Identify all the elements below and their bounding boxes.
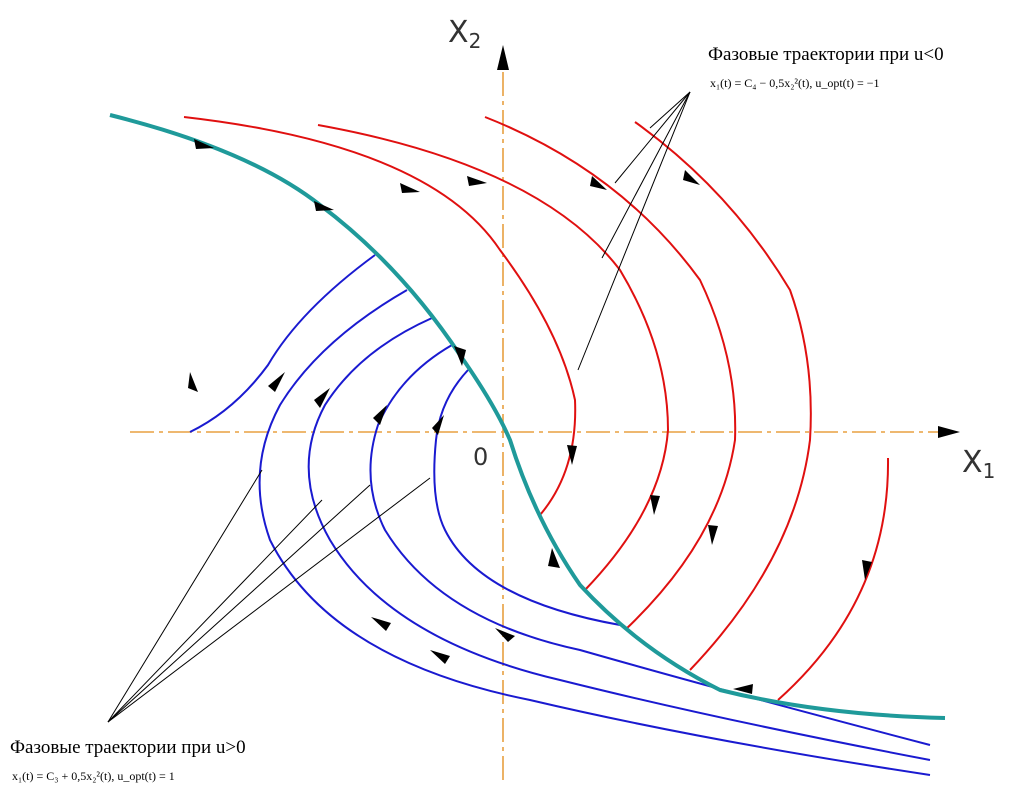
leader-line [107,499,323,723]
arrow-marker [371,617,391,631]
arrow-marker [430,650,450,664]
x1-axis-arrow [938,426,960,438]
blue-trajectory-1 [189,254,376,433]
arrow-marker [733,684,753,694]
arrow-marker [650,495,660,515]
leaders-negative [577,91,691,371]
arrow-marker [862,560,872,580]
blue-trajectory-5 [433,369,621,626]
blue-trajectory-3 [307,317,931,761]
arrow-marker [432,415,444,435]
blue-trajectory-2 [258,289,931,776]
arrow-marker [454,346,466,366]
red-trajectory-2 [317,124,670,591]
x2-axis-label: X2 [448,15,481,53]
red-trajectory-3 [484,116,737,631]
arrow-marker [467,176,487,186]
leader-line [601,91,691,259]
arrow-marker [567,445,577,465]
trajectory-arrows [188,139,872,694]
arrow-marker [400,183,420,193]
arrow-marker [194,139,214,149]
origin-label: 0 [473,443,488,471]
negative-trajectories-title: Фазовые траектории при u<0 [708,44,944,65]
positive-trajectories-formula: x₁(t) = C₃ + 0,5x₂²(t), u_opt(t) = 1 [12,769,175,783]
x2-axis-arrow [497,45,509,70]
arrow-marker [495,628,515,642]
red-trajectory-5 [777,457,890,701]
leader-line [649,91,691,129]
arrow-marker [268,372,285,392]
arrow-marker [548,548,560,568]
positive-trajectories-title: Фазовые траектории при u>0 [10,737,246,758]
red-trajectory-4 [634,121,812,671]
leader-line [107,477,431,723]
x1-axis-label: X1 [962,445,995,483]
switching-curve [109,113,946,720]
negative-trajectories-formula: x₁(t) = C₄ − 0,5x₂²(t), u_opt(t) = −1 [710,76,880,90]
arrow-marker [683,170,700,185]
arrow-marker [708,525,718,545]
leader-line [107,484,371,723]
arrow-marker [590,176,607,190]
arrow-marker [314,201,334,211]
leaders-positive [107,469,431,723]
arrow-marker [314,388,330,408]
arrow-marker [373,405,387,425]
leader-line [577,91,691,371]
arrow-marker [188,372,198,392]
leader-line [107,469,263,723]
leader-line [614,91,691,184]
